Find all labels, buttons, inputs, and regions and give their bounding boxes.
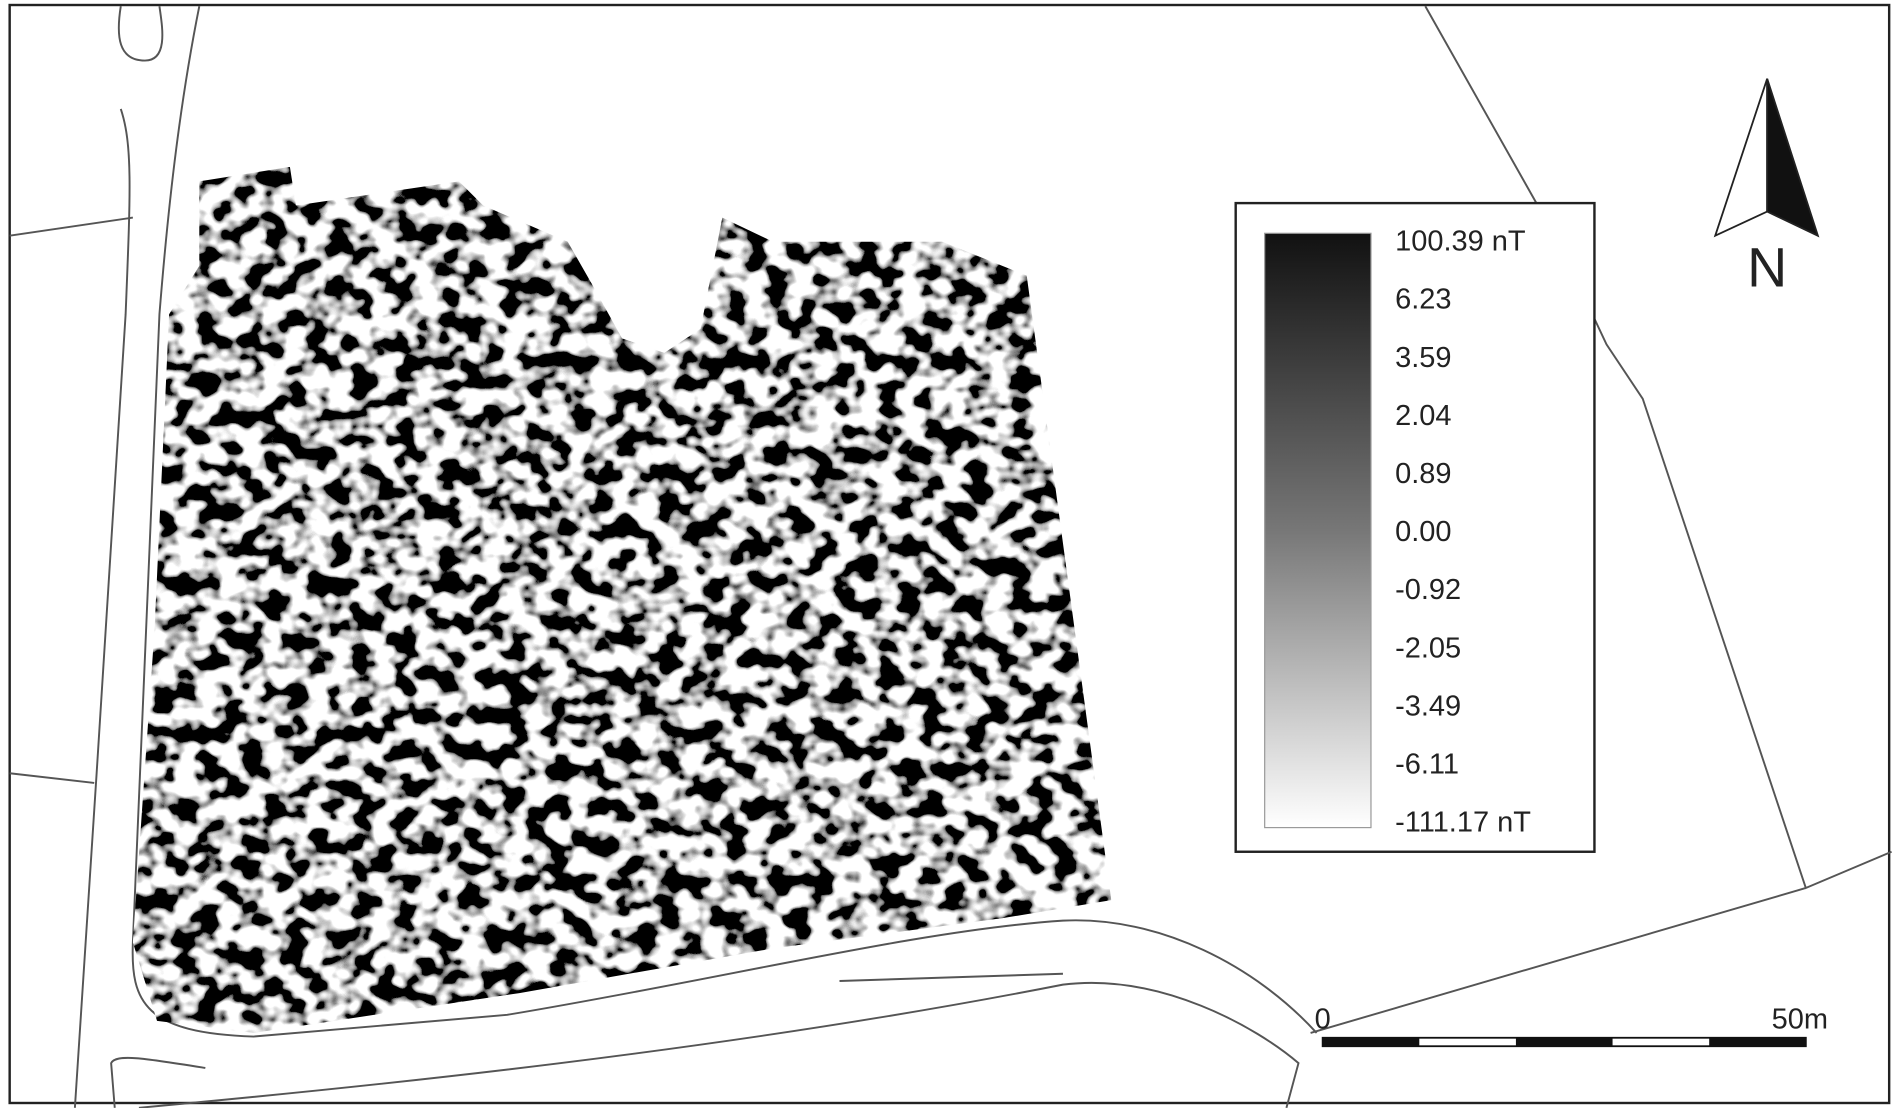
north-label: N — [1747, 237, 1787, 299]
legend: 100.39 nT 6.23 3.59 2.04 0.89 0.00 -0.92 -2.05 -… — [1236, 203, 1595, 852]
scale-bar-segment — [1709, 1038, 1806, 1046]
legend-label: -2.05 — [1395, 632, 1461, 664]
legend-label: 3.59 — [1395, 342, 1451, 374]
legend-label: 6.23 — [1395, 284, 1451, 316]
scale-bar-segment — [1323, 1038, 1420, 1046]
legend-label: -3.49 — [1395, 690, 1461, 722]
legend-label: 100.39 nT — [1395, 226, 1526, 258]
legend-label: -6.11 — [1395, 749, 1459, 781]
legend-label: 2.04 — [1395, 400, 1451, 432]
legend-gradient — [1265, 233, 1371, 827]
legend-label: 0.89 — [1395, 458, 1451, 490]
legend-label: 0.00 — [1395, 516, 1451, 548]
scale-end-label: 50m — [1772, 1004, 1828, 1036]
legend-label: -111.17 nT — [1395, 807, 1531, 839]
scale-bar-segment — [1516, 1038, 1613, 1046]
scale-start-label: 0 — [1315, 1004, 1331, 1036]
legend-label: -0.92 — [1395, 574, 1461, 606]
survey-map: 100.39 nT 6.23 3.59 2.04 0.89 0.00 -0.92 -2.05 -… — [0, 0, 1894, 1108]
